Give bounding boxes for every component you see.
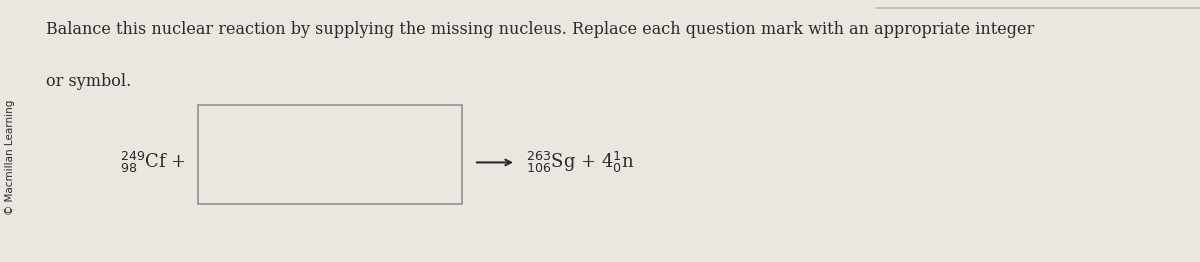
Text: or symbol.: or symbol. bbox=[46, 73, 131, 90]
FancyBboxPatch shape bbox=[198, 105, 462, 204]
Text: $^{249}_{98}$Cf +: $^{249}_{98}$Cf + bbox=[120, 150, 186, 175]
Text: © Macmillan Learning: © Macmillan Learning bbox=[5, 100, 14, 215]
Text: $^{263}_{106}$Sg + 4$^{1}_{0}$n: $^{263}_{106}$Sg + 4$^{1}_{0}$n bbox=[526, 150, 634, 175]
Text: Balance this nuclear reaction by supplying the missing nucleus. Replace each que: Balance this nuclear reaction by supplyi… bbox=[46, 21, 1034, 38]
